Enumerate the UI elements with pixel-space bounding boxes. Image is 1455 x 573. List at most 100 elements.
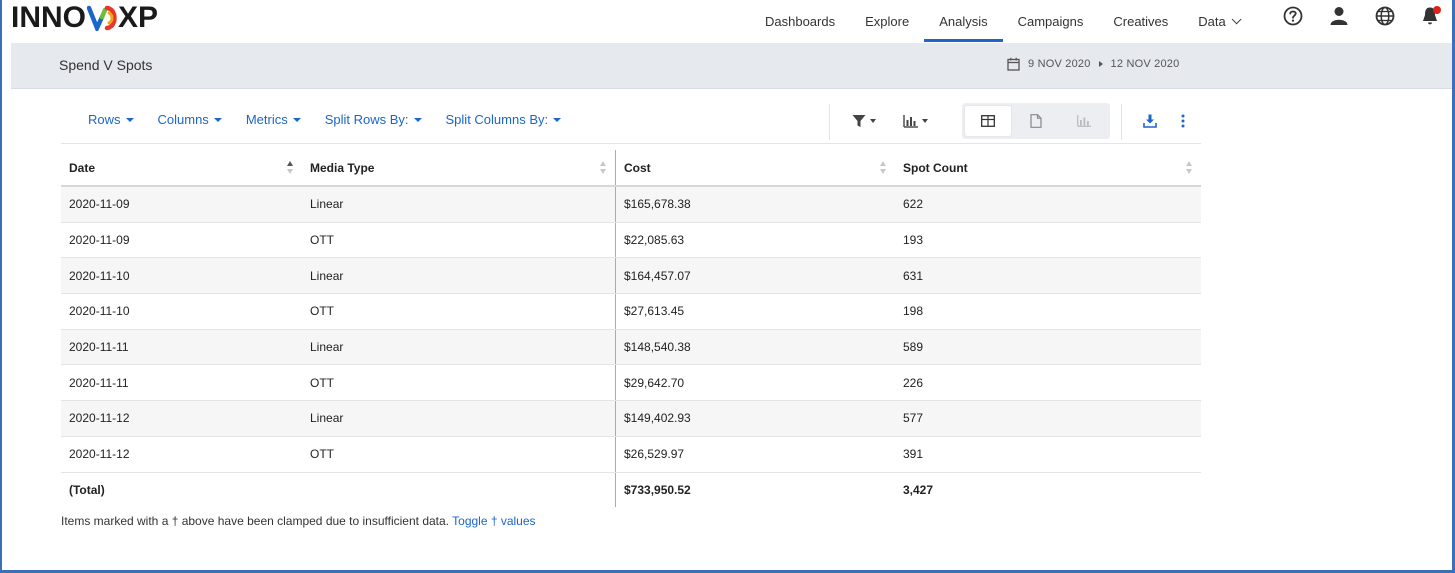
report-header: Spend V Spots 9 NOV 2020 12 NOV 2020 [11, 43, 1452, 89]
column-header-label: Media Type [310, 160, 375, 175]
rows-menu-label: Rows [88, 112, 121, 127]
toggle-dagger-values-link[interactable]: Toggle † values [452, 514, 536, 528]
table-row: 2020-11-11 OTT $29,642.70 226 [61, 365, 1201, 402]
cell-spot-count: 198 [903, 304, 924, 319]
sort-icon [880, 161, 887, 175]
sort-icon [600, 161, 607, 175]
table-row: 2020-11-09 Linear $165,678.38 622 [61, 187, 1201, 223]
cell-cost: $165,678.38 [615, 187, 895, 222]
caret-down-icon [922, 119, 928, 123]
download-icon [1143, 114, 1157, 128]
download-button[interactable] [1143, 110, 1157, 132]
data-table: Date Media Type Cost Spot Count 2020-11-… [61, 150, 1201, 507]
top-navigation: INNO XP Dashboards Explore Analysis Camp… [2, 0, 1452, 42]
column-header-label: Spot Count [903, 160, 968, 175]
bar-chart-icon [903, 114, 918, 128]
report-toolbar: Rows Columns Metrics Split Rows By: Spli… [61, 100, 1201, 144]
cell-media-type: OTT [310, 447, 334, 462]
cell-date: 2020-11-10 [69, 304, 130, 319]
cell-media-type: OTT [310, 375, 334, 390]
rows-menu[interactable]: Rows [88, 112, 134, 127]
table-body: 2020-11-09 Linear $165,678.38 622 2020-1… [61, 187, 1201, 473]
nav-analysis[interactable]: Analysis [924, 0, 1004, 42]
split-rows-menu[interactable]: Split Rows By: [325, 112, 422, 127]
columns-menu[interactable]: Columns [158, 112, 222, 127]
globe-icon[interactable] [1374, 5, 1398, 29]
nav-campaigns[interactable]: Campaigns [1003, 0, 1099, 42]
column-header-media-type[interactable]: Media Type [302, 150, 615, 185]
nav-data-dropdown[interactable]: Data [1183, 0, 1252, 42]
split-columns-menu-label: Split Columns By: [445, 112, 549, 127]
cell-cost: $148,540.38 [615, 329, 895, 365]
column-header-spot-count[interactable]: Spot Count [895, 150, 1201, 185]
nav-creatives-label: Creatives [1113, 13, 1169, 29]
cell-cost: $22,085.63 [615, 222, 895, 258]
chart-view-button[interactable] [1061, 106, 1107, 136]
table-row: 2020-11-09 OTT $22,085.63 193 [61, 222, 1201, 259]
main-nav: Dashboards Explore Analysis Campaigns Cr… [750, 0, 1253, 42]
date-range-selector[interactable]: 9 NOV 2020 12 NOV 2020 [1007, 57, 1179, 71]
cell-date: 2020-11-09 [69, 233, 130, 248]
calendar-icon [1007, 57, 1020, 71]
more-options-button[interactable] [1181, 110, 1185, 132]
table-row: 2020-11-10 OTT $27,613.45 198 [61, 294, 1201, 330]
caret-down-icon [213, 117, 222, 122]
filter-button[interactable] [852, 110, 876, 132]
cell-cost: $164,457.07 [615, 258, 895, 294]
toolbar-divider [1121, 104, 1122, 140]
cell-spot-count: 226 [903, 375, 924, 390]
metrics-menu-label: Metrics [245, 112, 288, 127]
cell-cost: $29,642.70 [615, 365, 895, 401]
cell-media-type: OTT [310, 304, 334, 319]
cell-spot-count: 193 [903, 233, 924, 248]
footnote-text: Items marked with a † above have been cl… [61, 514, 450, 528]
column-header-label: Date [69, 160, 96, 175]
table-row: 2020-11-12 OTT $26,529.97 391 [61, 436, 1201, 473]
nav-campaigns-label: Campaigns [1017, 13, 1084, 29]
caret-down-icon [553, 117, 562, 122]
nav-creatives[interactable]: Creatives [1098, 0, 1183, 42]
table-row: 2020-11-10 Linear $164,457.07 631 [61, 258, 1201, 295]
column-header-date[interactable]: Date [61, 150, 302, 185]
total-label: (Total) [69, 482, 105, 497]
metrics-menu[interactable]: Metrics [246, 112, 301, 127]
caret-down-icon [292, 117, 301, 122]
table-view-button[interactable] [965, 106, 1011, 136]
cell-date: 2020-11-12 [69, 411, 130, 426]
split-columns-menu[interactable]: Split Columns By: [446, 112, 562, 127]
cell-spot-count: 589 [903, 340, 924, 355]
chart-options-button[interactable] [903, 110, 928, 132]
caret-down-icon [413, 117, 422, 122]
innovid-xp-logo[interactable]: INNO XP [11, 0, 158, 36]
report-title: Spend V Spots [59, 57, 153, 73]
document-view-button[interactable] [1013, 106, 1059, 136]
cell-date: 2020-11-11 [69, 375, 129, 390]
nav-analysis-label: Analysis [939, 13, 988, 29]
notifications-bell-icon[interactable] [1420, 5, 1444, 29]
cell-date: 2020-11-11 [69, 340, 129, 355]
total-cost: $733,950.52 [615, 472, 895, 507]
cell-date: 2020-11-09 [69, 197, 130, 212]
caret-down-icon [870, 119, 876, 123]
cell-cost: $27,613.45 [615, 294, 895, 329]
help-icon[interactable] [1282, 5, 1306, 29]
user-icon[interactable] [1328, 5, 1352, 29]
cell-media-type: Linear [310, 340, 344, 355]
nav-explore-label: Explore [865, 13, 910, 29]
cell-spot-count: 631 [903, 268, 924, 283]
cell-media-type: OTT [310, 233, 334, 248]
filter-icon [852, 114, 866, 128]
date-end: 12 NOV 2020 [1110, 58, 1180, 70]
cell-date: 2020-11-12 [69, 447, 130, 462]
cell-cost: $149,402.93 [615, 401, 895, 436]
toolbar-divider [829, 104, 830, 140]
nav-explore[interactable]: Explore [850, 0, 924, 42]
table-row: 2020-11-11 Linear $148,540.38 589 [61, 329, 1201, 366]
caret-down-icon [125, 117, 134, 122]
date-start: 9 NOV 2020 [1028, 58, 1091, 70]
chevron-down-icon [1231, 13, 1242, 24]
nav-data-label: Data [1198, 13, 1226, 29]
nav-dashboards[interactable]: Dashboards [750, 0, 850, 42]
column-header-cost[interactable]: Cost [615, 150, 895, 185]
